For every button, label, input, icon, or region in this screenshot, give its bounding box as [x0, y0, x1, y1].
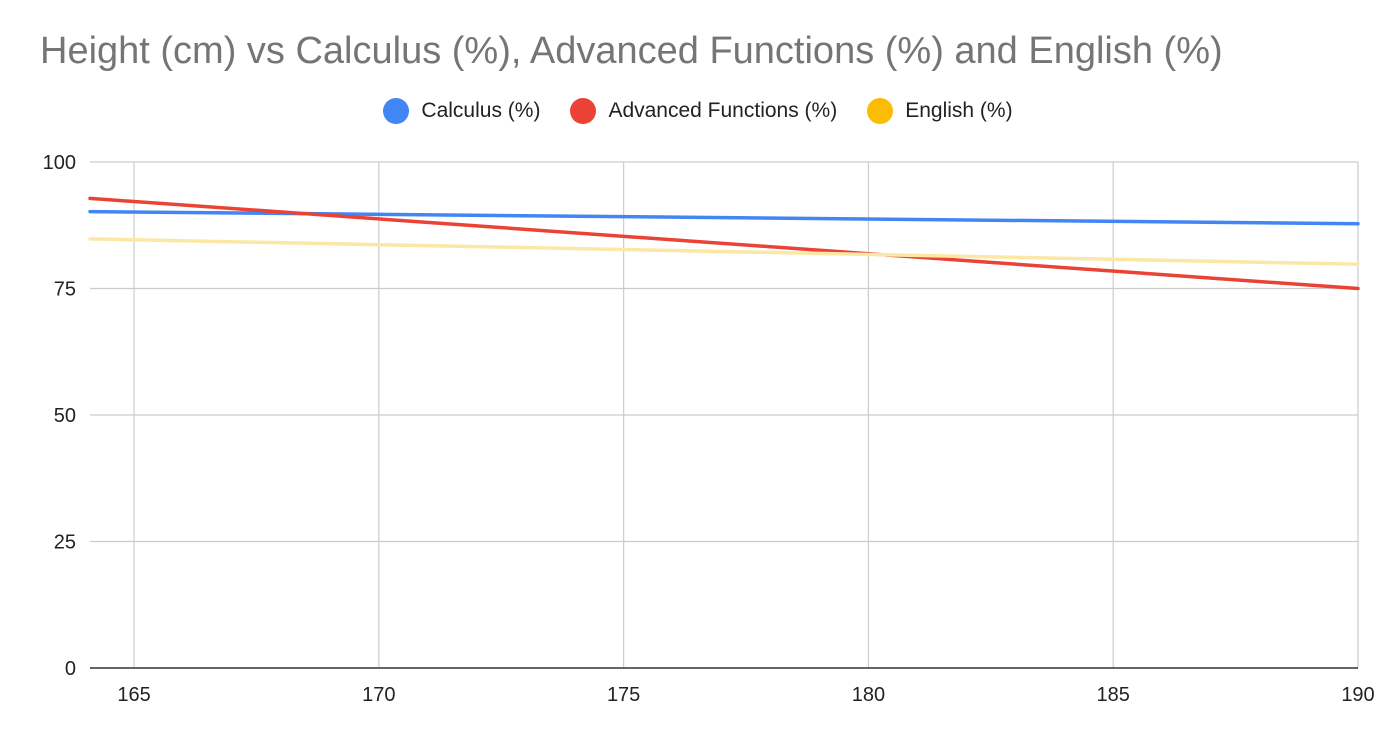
legend-item-calculus[interactable]: Calculus (%) — [383, 98, 540, 124]
legend-swatch-advanced-functions — [570, 98, 597, 124]
x-tick-label: 175 — [607, 684, 640, 706]
legend-swatch-english — [867, 98, 894, 124]
x-tick-label: 185 — [1097, 684, 1130, 706]
legend-item-english[interactable]: English (%) — [867, 98, 1013, 124]
series-line-english — [88, 237, 1360, 266]
x-tick-label: 180 — [852, 684, 885, 706]
legend: Calculus (%) Advanced Functions (%) Engl… — [0, 98, 1396, 124]
x-tick-label: 170 — [362, 684, 395, 706]
legend-label-advanced-functions: Advanced Functions (%) — [608, 99, 838, 122]
series-line-advanced-functions — [88, 196, 1360, 291]
x-tick-label: 190 — [1341, 684, 1374, 706]
y-tick-label: 50 — [54, 405, 76, 427]
legend-swatch-calculus — [383, 98, 410, 124]
legend-item-advanced-functions[interactable]: Advanced Functions (%) — [570, 98, 837, 124]
legend-label-english: English (%) — [905, 99, 1013, 122]
chart-title: Height (cm) vs Calculus (%), Advanced Fu… — [40, 30, 1223, 72]
y-tick-label: 75 — [54, 279, 76, 301]
y-tick-label: 100 — [43, 152, 76, 174]
legend-label-calculus: Calculus (%) — [421, 99, 541, 122]
y-tick-label: 0 — [65, 658, 76, 680]
y-tick-label: 25 — [54, 532, 76, 554]
x-tick-label: 165 — [117, 684, 150, 706]
